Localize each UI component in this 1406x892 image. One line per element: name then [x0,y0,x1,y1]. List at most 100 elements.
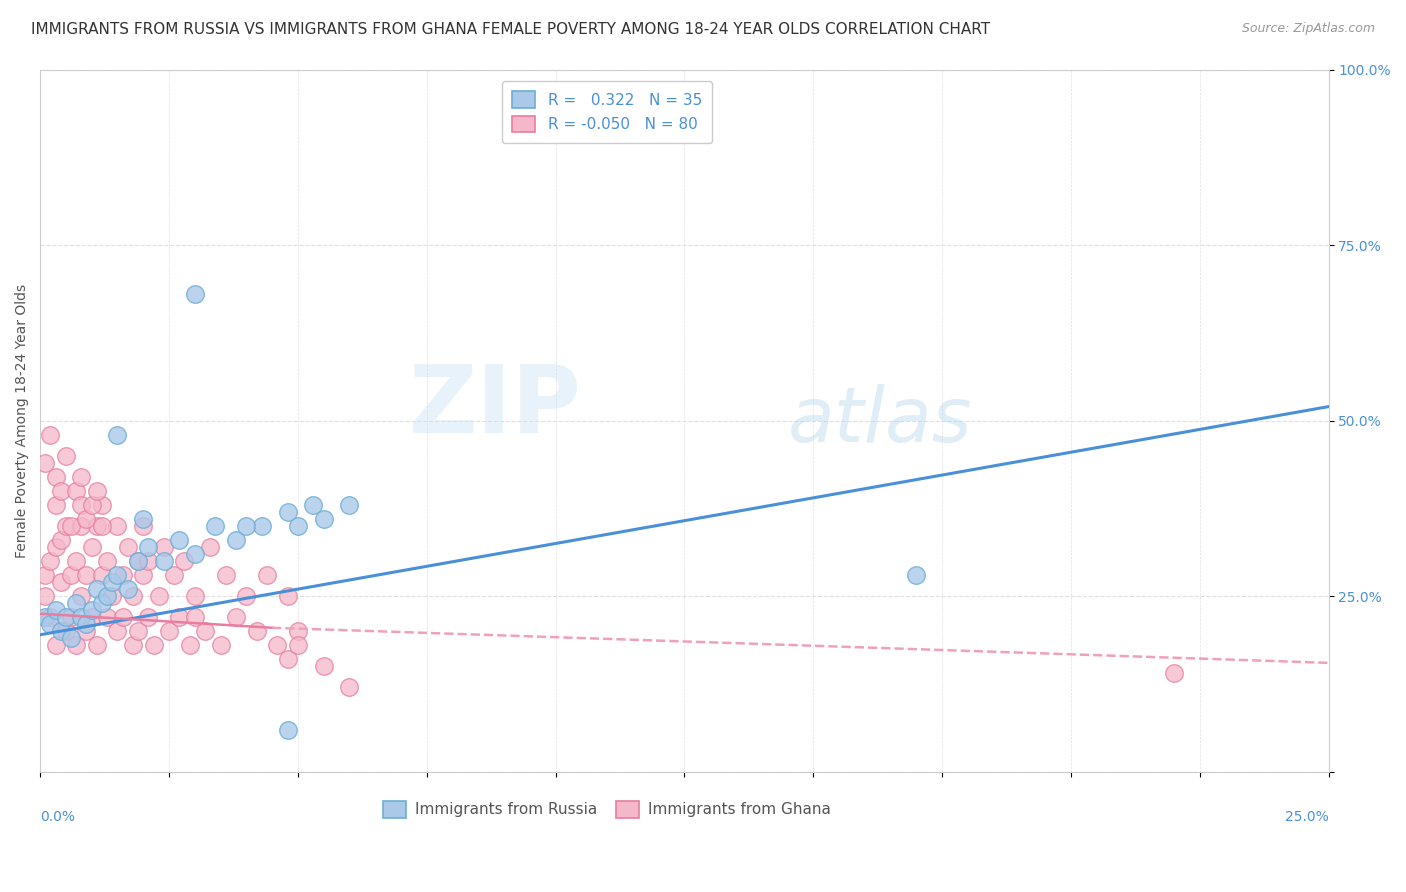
Point [60,632,83,646]
Point [80,603,103,617]
Point [287,519,309,533]
Point [80,540,103,554]
Point [39,617,62,632]
Point [287,638,309,652]
Point [91,596,114,610]
Point [45,540,67,554]
Point [70,498,93,512]
Point [225,610,247,624]
Point [184,287,207,301]
Point [55,624,77,639]
Point [65,596,87,610]
Point [132,519,155,533]
Point [76,624,98,639]
Point [39,427,62,442]
Point [148,589,170,603]
Point [117,582,139,596]
Point [55,519,77,533]
Point [96,554,118,568]
Point [127,554,149,568]
Point [34,456,56,470]
Point [157,624,180,639]
Point [337,498,360,512]
Point [49,575,72,590]
Point [86,638,108,652]
Point [91,498,114,512]
Point [142,638,165,652]
Point [256,568,278,582]
Point [55,610,77,624]
Point [49,624,72,639]
Point [111,568,134,582]
Point [169,533,191,547]
Point [60,519,83,533]
Point [209,638,232,652]
Text: Source: ZipAtlas.com: Source: ZipAtlas.com [1241,22,1375,36]
Point [905,568,928,582]
Point [96,610,118,624]
Point [86,483,108,498]
Point [179,638,201,652]
Point [76,617,98,632]
Point [122,589,145,603]
Point [138,610,160,624]
Point [214,568,236,582]
Y-axis label: Female Poverty Among 18-24 Year Olds: Female Poverty Among 18-24 Year Olds [15,284,30,558]
Point [266,638,288,652]
Point [163,568,186,582]
Point [153,554,176,568]
Point [91,519,114,533]
Point [76,568,98,582]
Text: 25.0%: 25.0% [1285,810,1329,824]
Point [1163,666,1185,681]
Point [127,554,149,568]
Point [138,540,160,554]
Point [122,638,145,652]
Point [184,610,207,624]
Point [45,498,67,512]
Point [127,624,149,639]
Point [312,659,335,673]
Point [65,483,87,498]
Point [132,568,155,582]
Point [138,554,160,568]
Point [39,610,62,624]
Point [107,519,129,533]
Point [45,638,67,652]
Point [204,519,226,533]
Point [194,624,217,639]
Point [225,533,247,547]
Point [235,589,257,603]
Point [276,589,298,603]
Text: 0.0%: 0.0% [41,810,75,824]
Point [302,498,325,512]
Point [76,512,98,526]
Point [96,589,118,603]
Point [184,589,207,603]
Point [70,589,93,603]
Point [45,603,67,617]
Point [49,533,72,547]
Point [184,547,207,561]
Point [117,540,139,554]
Point [132,512,155,526]
Point [101,589,124,603]
Point [250,519,273,533]
Point [60,610,83,624]
Point [80,498,103,512]
Legend: Immigrants from Russia, Immigrants from Ghana: Immigrants from Russia, Immigrants from … [377,795,837,823]
Point [55,449,77,463]
Point [45,470,67,484]
Point [39,554,62,568]
Text: atlas: atlas [787,384,972,458]
Point [173,554,195,568]
Point [287,624,309,639]
Point [312,512,335,526]
Point [34,610,56,624]
Text: ZIP: ZIP [408,360,581,452]
Point [245,624,267,639]
Point [34,568,56,582]
Point [86,519,108,533]
Point [70,610,93,624]
Text: IMMIGRANTS FROM RUSSIA VS IMMIGRANTS FROM GHANA FEMALE POVERTY AMONG 18-24 YEAR : IMMIGRANTS FROM RUSSIA VS IMMIGRANTS FRO… [31,22,990,37]
